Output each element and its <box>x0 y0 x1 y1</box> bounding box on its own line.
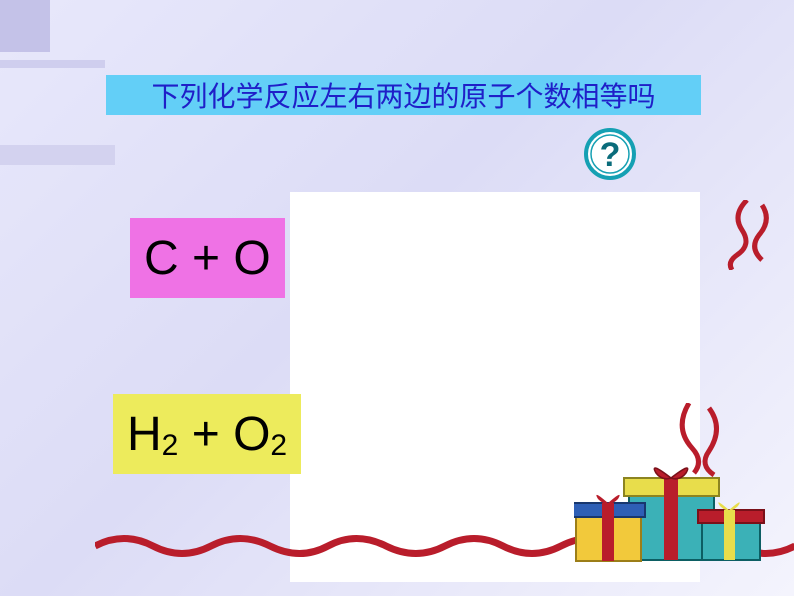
equation-2-sub-1: 2 <box>162 429 179 463</box>
equation-2-box: H 2 + O 2 <box>113 394 301 474</box>
title-banner: 下列化学反应左右两边的原子个数相等吗 <box>106 75 701 115</box>
question-mark-icon: ? <box>584 128 636 180</box>
corner-decoration-3 <box>0 145 115 165</box>
equation-2-part-2: + <box>178 407 233 462</box>
equation-1-box: C + O <box>130 218 285 298</box>
equation-1-part-1: + <box>179 231 234 286</box>
equation-1-part-2: O <box>233 231 270 286</box>
title-text: 下列化学反应左右两边的原子个数相等吗 <box>151 75 655 115</box>
svg-text:?: ? <box>600 136 621 174</box>
equation-2-part-3: O <box>233 407 270 462</box>
corner-decoration-1 <box>0 0 50 52</box>
equation-2-part-0: H <box>127 407 162 462</box>
gift-boxes-icon <box>574 403 774 578</box>
ribbon-top-decoration <box>727 200 772 270</box>
equation-2-sub-2: 2 <box>270 429 287 463</box>
corner-decoration-2 <box>0 60 105 68</box>
equation-1-part-0: C <box>144 231 179 286</box>
